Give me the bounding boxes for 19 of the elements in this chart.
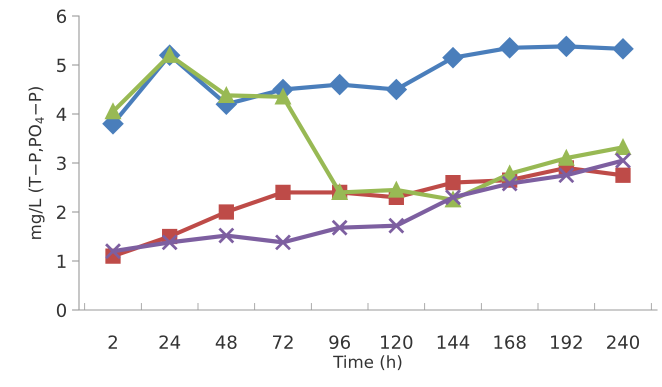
y-tick-label: 6 <box>56 9 66 24</box>
x-tick-label: 2 <box>108 335 117 349</box>
x-tick-label: 144 <box>438 336 470 349</box>
y-tick-label: 5 <box>57 58 66 72</box>
y-tick-label: 3 <box>57 156 66 170</box>
y-tick-label: 1 <box>58 254 66 268</box>
x-tick-label: 24 <box>160 335 180 349</box>
x-axis-title: Time (h) <box>333 355 402 370</box>
y-axis-title: mg/L (T−P,PO$_{4}$−P) <box>28 87 45 239</box>
x-tick-label: 192 <box>551 335 582 349</box>
x-tick-label: 240 <box>607 335 640 349</box>
y-tick-label: 4 <box>56 108 66 121</box>
x-tick-label: 120 <box>381 335 412 349</box>
x-tick-label: 168 <box>494 335 526 349</box>
y-tick-label: 2 <box>57 205 66 219</box>
x-tick-label: 48 <box>216 335 237 349</box>
x-tick-label: 96 <box>329 335 350 349</box>
x-tick-label: 72 <box>272 335 293 349</box>
y-tick-label: 0 <box>56 303 66 318</box>
